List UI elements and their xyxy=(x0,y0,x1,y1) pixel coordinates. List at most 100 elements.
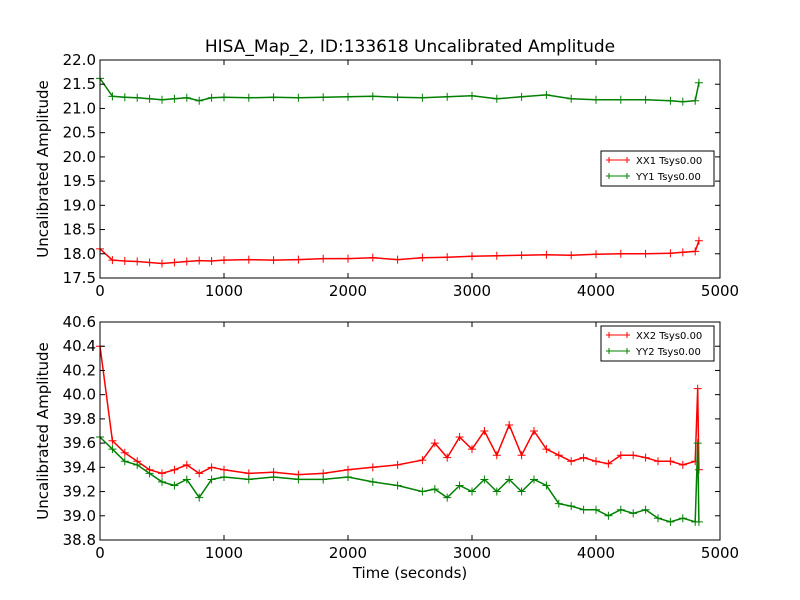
top-point-xx1 xyxy=(269,256,278,265)
top-point-yy1 xyxy=(641,95,650,104)
bottom-point-xx2 xyxy=(666,457,675,466)
top-point-yy1 xyxy=(492,94,501,103)
chart-bottom-ylabel: Uncalibrated Amplitude xyxy=(34,342,52,519)
legend-marker-xx2 xyxy=(606,332,630,338)
top-point-xx1 xyxy=(418,253,427,262)
bottom-ytick-label: 39.8 xyxy=(63,410,96,428)
bottom-point-yy2 xyxy=(592,505,600,514)
top-point-yy1 xyxy=(195,96,204,105)
bottom-point-yy2 xyxy=(629,509,638,518)
top-point-xx1 xyxy=(368,253,377,262)
bottom-point-xx2 xyxy=(579,453,588,462)
chart-bottom-series xyxy=(96,342,703,526)
bottom-point-xx2 xyxy=(517,451,526,460)
bottom-point-yy2 xyxy=(133,460,142,469)
bottom-point-yy2 xyxy=(654,514,662,523)
bottom-point-xx2 xyxy=(368,463,377,472)
bottom-xtick-label: 5000 xyxy=(701,544,739,562)
bottom-point-yy2 xyxy=(170,481,179,490)
chart-top-series xyxy=(96,74,703,268)
bottom-point-yy2 xyxy=(678,514,687,523)
bottom-point-yy2 xyxy=(455,481,464,490)
bottom-point-xx2 xyxy=(120,448,129,457)
bottom-point-xx2 xyxy=(616,451,625,460)
top-point-xx1 xyxy=(492,251,501,260)
bottom-point-xx2 xyxy=(195,469,204,478)
top-point-yy1 xyxy=(108,92,117,101)
bottom-point-yy2 xyxy=(344,473,352,482)
bottom-point-yy2 xyxy=(108,445,117,454)
bottom-ytick-label: 40.0 xyxy=(63,386,96,404)
top-point-yy1 xyxy=(542,90,551,99)
bottom-point-xx2 xyxy=(542,445,551,454)
top-point-yy1 xyxy=(120,93,129,102)
bottom-point-yy2 xyxy=(530,475,538,484)
top-point-yy1 xyxy=(468,91,476,100)
top-point-yy1 xyxy=(170,94,179,103)
legend-marker-xx1 xyxy=(606,157,630,163)
top-point-xx1 xyxy=(344,254,352,263)
bottom-point-xx2 xyxy=(592,457,600,466)
bottom-point-yy2 xyxy=(641,505,650,514)
bottom-point-yy2 xyxy=(220,473,228,482)
bottom-point-yy2 xyxy=(418,487,427,496)
chart-top-frame xyxy=(99,59,721,279)
bottom-point-xx2 xyxy=(641,453,650,462)
top-point-xx1 xyxy=(120,257,129,266)
legend-label-xx2: XX2 Tsys0.00 xyxy=(636,331,702,342)
top-point-xx1 xyxy=(182,257,191,266)
top-ytick-label: 21.0 xyxy=(63,99,96,117)
bottom-point-yy2 xyxy=(554,499,563,508)
top-ytick-label: 18.5 xyxy=(63,221,96,239)
top-point-yy1 xyxy=(694,78,703,87)
bottom-point-yy2 xyxy=(182,475,191,484)
chart-top: HISA_Map_2, ID:133618 Uncalibrated Ampli… xyxy=(34,37,739,300)
top-point-xx1 xyxy=(195,256,204,265)
top-ytick-label: 18.0 xyxy=(63,245,96,263)
bottom-ytick-label: 40.2 xyxy=(63,361,96,379)
top-point-yy1 xyxy=(220,93,228,102)
bottom-point-xx2 xyxy=(418,456,427,465)
bottom-point-yy2 xyxy=(158,477,166,486)
top-ytick-label: 21.5 xyxy=(63,75,96,93)
bottom-point-xx2 xyxy=(654,457,662,466)
bottom-point-yy2 xyxy=(694,517,703,526)
bottom-point-yy2 xyxy=(616,505,625,514)
bottom-point-yy2 xyxy=(368,477,377,486)
bottom-point-yy2 xyxy=(443,493,452,502)
top-ytick-label: 20.5 xyxy=(63,124,96,142)
top-point-yy1 xyxy=(678,97,687,106)
top-ytick-label: 19.0 xyxy=(63,196,96,214)
bottom-xtick-label: 3000 xyxy=(453,544,491,562)
top-xtick-label: 1000 xyxy=(205,282,243,300)
bottom-point-xx2 xyxy=(393,460,402,469)
top-point-xx1 xyxy=(443,253,452,262)
top-point-yy1 xyxy=(294,93,303,102)
top-point-xx1 xyxy=(319,254,328,263)
bottom-point-yy2 xyxy=(145,469,154,478)
legend-box xyxy=(600,150,715,187)
top-point-yy1 xyxy=(133,93,142,102)
top-point-xx1 xyxy=(145,258,154,267)
bottom-point-xx2 xyxy=(492,451,501,460)
bottom-xtick-label: 0 xyxy=(95,544,105,562)
top-point-xx1 xyxy=(691,247,700,256)
top-point-xx1 xyxy=(542,250,551,259)
bottom-point-xx2 xyxy=(207,463,216,472)
top-point-yy1 xyxy=(145,94,154,103)
bottom-point-xx2 xyxy=(443,453,452,462)
legend-label-xx1: XX1 Tsys0.00 xyxy=(636,156,702,167)
top-ytick-label: 17.5 xyxy=(63,269,96,287)
bottom-xtick-label: 2000 xyxy=(329,544,367,562)
chart-title: HISA_Map_2, ID:133618 Uncalibrated Ampli… xyxy=(205,37,615,57)
bottom-point-yy2 xyxy=(693,439,702,448)
top-point-xx1 xyxy=(393,255,402,264)
top-point-yy1 xyxy=(319,93,328,102)
top-point-xx1 xyxy=(694,236,703,245)
top-ytick-label: 20.0 xyxy=(63,148,96,166)
top-point-xx1 xyxy=(207,257,216,266)
bottom-point-yy2 xyxy=(517,487,526,496)
top-point-yy1 xyxy=(269,93,278,102)
chart-bottom-legend: XX2 Tsys0.00 YY2 Tsys0.00 xyxy=(600,325,715,362)
